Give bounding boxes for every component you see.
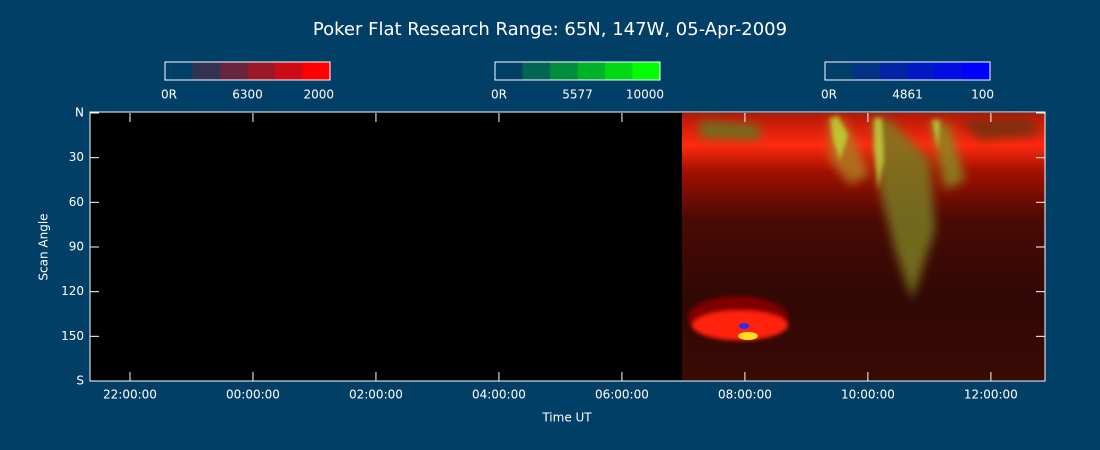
x-tick-label: 22:00:00 — [103, 388, 157, 402]
colorbar-label: 4861 — [892, 88, 923, 102]
x-tick-label: 12:00:00 — [964, 388, 1018, 402]
colorbar-segment — [907, 62, 935, 80]
y-tick-label: 30 — [69, 150, 84, 164]
colorbar-segment — [220, 62, 248, 80]
x-tick-label: 10:00:00 — [841, 388, 895, 402]
colorbar-frame — [824, 61, 991, 81]
colorbar-label: 6300 — [232, 88, 263, 102]
x-tick-label: 04:00:00 — [472, 388, 526, 402]
y-tick-label: S — [76, 374, 84, 388]
colorbar-label: 10000 — [626, 88, 664, 102]
x-tick-label: 02:00:00 — [349, 388, 403, 402]
colorbar-label: 100 — [971, 88, 994, 102]
colorbar-segment — [825, 62, 853, 80]
y-axis-label: Scan Angle — [37, 213, 51, 280]
axes: N 30 60 90 120 150 S 22:00:00 00:00:00 02:00:00 04… — [61, 106, 1045, 402]
colorbar-label: 0R — [161, 88, 177, 102]
keogram-image — [682, 113, 1045, 380]
colorbar-label: 5577 — [562, 88, 593, 102]
colorbar-segment — [852, 62, 880, 80]
colorbar-segment — [632, 62, 660, 80]
y-tick-label: 120 — [61, 284, 84, 298]
colorbar-segment — [192, 62, 220, 80]
colorbar-frame — [494, 61, 661, 81]
colorbar-segment — [550, 62, 578, 80]
colorbars: 0R 6300 2000 0R 5577 10000 0R 4861 100 — [161, 61, 994, 102]
y-tick-label: 90 — [69, 240, 84, 254]
colorbar-segment — [880, 62, 908, 80]
colorbar-segment — [275, 62, 303, 80]
x-tick-label: 08:00:00 — [718, 388, 772, 402]
colorbar-segment — [522, 62, 550, 80]
colorbar-segment — [577, 62, 605, 80]
colorbar-segment — [247, 62, 275, 80]
colorbar-label: 2000 — [303, 88, 334, 102]
y-tick-label: 60 — [69, 195, 84, 209]
y-tick-label: N — [75, 106, 84, 120]
colorbar-segment — [962, 62, 990, 80]
x-tick-label: 00:00:00 — [226, 388, 280, 402]
colorbar-label: 0R — [821, 88, 837, 102]
colorbar-label: 0R — [491, 88, 507, 102]
colorbar-segment — [935, 62, 963, 80]
y-tick-label: 150 — [61, 329, 84, 343]
x-tick-label: 06:00:00 — [595, 388, 649, 402]
colorbar-segment — [302, 62, 330, 80]
colorbar-segment — [165, 62, 193, 80]
colorbar-segment — [605, 62, 633, 80]
colorbar-frame — [164, 61, 331, 81]
x-axis-label: Time UT — [541, 411, 592, 425]
colorbar-segment — [495, 62, 523, 80]
chart-title: Poker Flat Research Range: 65N, 147W, 05… — [313, 19, 787, 40]
